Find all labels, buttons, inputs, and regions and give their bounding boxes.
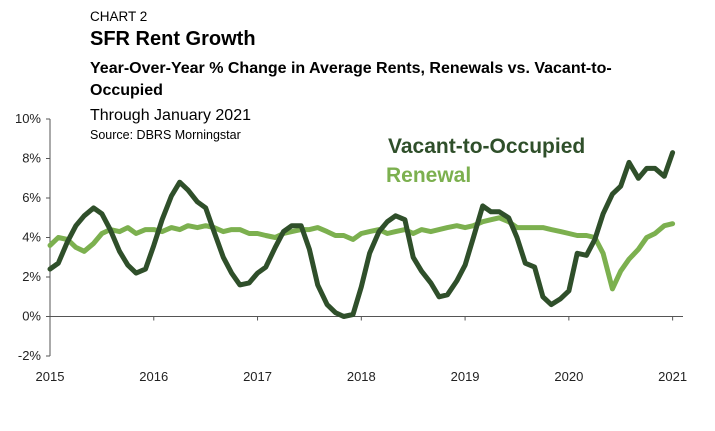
- x-tick-label: 2016: [139, 369, 168, 384]
- y-tick-label: 0%: [22, 309, 41, 324]
- chart-title: SFR Rent Growth: [90, 28, 256, 50]
- x-tick-label: 2017: [243, 369, 272, 384]
- chart-period: Through January 2021: [90, 107, 251, 124]
- chart-source: Source: DBRS Morningstar: [90, 128, 241, 142]
- y-tick-label: 2%: [22, 269, 41, 284]
- x-tick-label: 2021: [658, 369, 687, 384]
- x-tick-label: 2020: [554, 369, 583, 384]
- y-tick-label: 10%: [15, 111, 41, 126]
- series-line-renewal: [47, 215, 676, 292]
- x-tick-label: 2015: [36, 369, 65, 384]
- series-line-vacant-to-occupied: [47, 150, 676, 319]
- y-tick-label: 8%: [22, 151, 41, 166]
- y-tick-label: -2%: [18, 348, 42, 363]
- legend-renewal: Renewal: [386, 164, 471, 187]
- y-tick-label: 4%: [22, 230, 41, 245]
- legend-vacant-to-occupied: Vacant-to-Occupied: [388, 135, 585, 158]
- x-tick-label: 2018: [347, 369, 376, 384]
- y-tick-label: 6%: [22, 190, 41, 205]
- chart-subtitle: Year-Over-Year % Change in Average Rents…: [90, 60, 612, 99]
- chart-kicker: CHART 2: [90, 9, 148, 24]
- chart-series-layer: [47, 150, 676, 319]
- x-tick-label: 2019: [451, 369, 480, 384]
- chart-axes: -2% 0% 2% 4% 6% 8% 10% 2015 2016 2017 2018 2019 2020…: [15, 111, 687, 384]
